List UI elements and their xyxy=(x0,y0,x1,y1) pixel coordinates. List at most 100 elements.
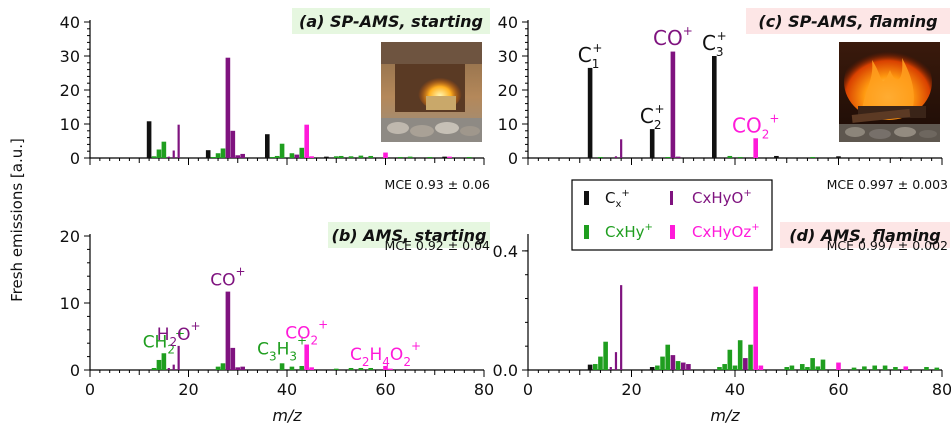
x-tick-label-d: 0 xyxy=(523,380,533,399)
bar-d-mz12 xyxy=(587,364,593,370)
ion-label-b-mz39: C3H3+ xyxy=(257,334,307,364)
legend-swatch-cxhyo xyxy=(670,191,673,205)
bar-d-mz27 xyxy=(665,344,671,370)
bar-d-mz42 xyxy=(743,358,748,370)
bar-a-mz17 xyxy=(172,150,175,158)
x-tick-label-d: 60 xyxy=(828,380,848,399)
x-tick-label-d: 80 xyxy=(932,380,951,399)
bar-a-mz29 xyxy=(230,130,236,158)
bar-d-mz30 xyxy=(680,362,686,370)
y-tick-label-a: 30 xyxy=(60,47,80,66)
bar-b-mz39 xyxy=(279,363,285,370)
bar-c-mz36 xyxy=(712,56,717,158)
ion-label-b-mz60: C2H4O2+ xyxy=(350,339,421,369)
x-tick-label-d: 20 xyxy=(621,380,641,399)
mce-a: MCE 0.93 ± 0.06 xyxy=(385,177,491,192)
bar-b-mz50 xyxy=(333,368,339,370)
y-tick-label-c: 20 xyxy=(498,81,518,100)
bar-a-mz26 xyxy=(215,153,221,158)
bar-b-mz15 xyxy=(161,353,167,370)
bar-d-mz29 xyxy=(675,361,681,370)
bar-a-mz55 xyxy=(358,155,364,158)
bar-d-mz31 xyxy=(686,364,691,370)
y-tick-label-a: 40 xyxy=(60,13,80,32)
panel-a: 0 10 20 30 40 (a) SP-AMS, starting MCE 0.93 ± … xyxy=(60,8,490,192)
bar-c-mz60 xyxy=(836,156,841,158)
bar-b-mz13 xyxy=(151,367,157,370)
bar-a-mz63 xyxy=(397,156,403,158)
bar-b-mz55 xyxy=(358,367,364,370)
bar-c-mz24 xyxy=(649,129,655,158)
bar-a-mz51 xyxy=(338,155,344,158)
legend: Cx+ CxHyO+ CxHy+ CxHyOz+ xyxy=(571,179,773,251)
bar-b-mz17 xyxy=(172,364,175,370)
bar-d-mz57 xyxy=(820,359,826,370)
y-tick-label-b: 0 xyxy=(70,361,80,380)
bar-b-mz57 xyxy=(368,367,374,370)
bar-b-mz60 xyxy=(383,365,388,370)
bar-d-mz79 xyxy=(934,367,940,370)
x-tick-label-b: 40 xyxy=(277,380,297,399)
bar-a-mz25 xyxy=(210,156,216,158)
bar-a-mz12 xyxy=(146,121,152,158)
bar-a-mz44 xyxy=(304,124,309,158)
bar-d-mz77 xyxy=(924,367,929,370)
bar-a-mz60 xyxy=(383,152,388,158)
y-axis-label: Fresh emissions [a.u.] xyxy=(8,138,26,302)
legend-label-cx: Cx+ xyxy=(605,188,630,210)
bar-d-mz17 xyxy=(614,352,618,370)
ion-label-b-mz28: CO+ xyxy=(210,265,245,291)
bar-d-mz38 xyxy=(722,364,727,370)
panel-title-box-a xyxy=(292,8,490,34)
legend-label-cxhyo: CxHyO+ xyxy=(692,188,752,207)
bar-d-mz15 xyxy=(603,341,608,370)
bar-c-mz55 xyxy=(810,156,815,158)
bar-a-mz15 xyxy=(161,141,167,158)
y-tick-label-b: 20 xyxy=(60,227,80,246)
bar-a-mz37 xyxy=(269,156,275,158)
bar-c-mz17 xyxy=(614,156,618,158)
bar-a-mz24 xyxy=(205,150,211,158)
panel-title-a: (a) SP-AMS, starting xyxy=(299,12,483,31)
mce-b: MCE 0.92 ± 0.04 xyxy=(385,238,491,253)
ion-label-b-mz18: H2O+ xyxy=(157,319,201,349)
bar-d-mz54 xyxy=(805,367,810,370)
y-tick-label-d: 0.4 xyxy=(493,242,518,261)
legend-label-cxhyoz: CxHyOz+ xyxy=(692,222,760,241)
bar-c-mz28 xyxy=(670,51,676,158)
y-tick-label-b: 10 xyxy=(60,294,80,313)
bar-d-mz28 xyxy=(670,355,676,370)
bar-d-mz53 xyxy=(799,364,805,370)
bar-c-mz27 xyxy=(665,156,671,158)
bar-a-mz73 xyxy=(447,156,452,158)
x-tick-label-b: 0 xyxy=(85,380,95,399)
bar-c-mz72 xyxy=(898,157,903,158)
legend-swatch-cxhyoz xyxy=(670,225,675,239)
x-tick-label-b: 60 xyxy=(375,380,395,399)
legend-item-cxhyo: CxHyO+ xyxy=(670,188,752,207)
bar-d-mz25 xyxy=(655,365,660,370)
bar-c-mz29 xyxy=(675,156,681,158)
bar-d-mz16 xyxy=(609,367,612,370)
ion-label-b-mz44: CO2+ xyxy=(285,318,328,348)
bar-a-mz65 xyxy=(407,156,413,158)
legend-swatch-cx xyxy=(584,191,589,205)
legend-label-cxhy: CxHy+ xyxy=(605,222,653,241)
ion-label-c-mz44: CO2+ xyxy=(732,111,779,141)
bar-a-mz42 xyxy=(294,154,300,158)
bar-b-mz26 xyxy=(215,366,221,370)
y-tick-label-a: 20 xyxy=(60,81,80,100)
bar-c-mz12 xyxy=(587,67,593,158)
mce-c: MCE 0.997 ± 0.003 xyxy=(827,177,948,192)
bar-c-mz44 xyxy=(753,138,758,158)
bar-d-mz60 xyxy=(836,362,841,370)
bar-c-mz14 xyxy=(598,156,603,158)
bar-a-mz13 xyxy=(151,156,157,158)
bar-a-mz28 xyxy=(225,57,231,159)
bar-d-mz63 xyxy=(851,367,857,370)
bar-d-mz56 xyxy=(815,366,821,370)
panel-c: 0 10 20 30 40 (c) SP-AMS, flaming MCE 0.997 ± … xyxy=(498,8,950,192)
